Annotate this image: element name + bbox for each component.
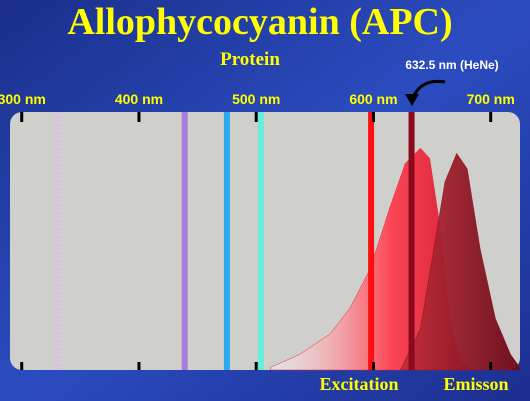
- x-tick-label: 400 nm: [115, 91, 163, 107]
- chart-title: Allophycocyanin (APC): [67, 1, 452, 43]
- plot-layer: [20, 112, 521, 371]
- x-tick-label: 700 nm: [467, 91, 515, 107]
- legend-label: Excitation: [320, 374, 399, 394]
- annotation: 632.5 nm (HeNe): [405, 58, 498, 72]
- annotation-arrowhead: [405, 94, 419, 106]
- legend-label: Emisson: [443, 374, 508, 394]
- subtitle: Protein: [220, 49, 280, 70]
- x-tick-label: 600 nm: [349, 91, 397, 107]
- x-tick-label: 300 nm: [0, 91, 46, 107]
- spectrum-area: [400, 152, 521, 371]
- x-tick-label: 500 nm: [232, 91, 280, 107]
